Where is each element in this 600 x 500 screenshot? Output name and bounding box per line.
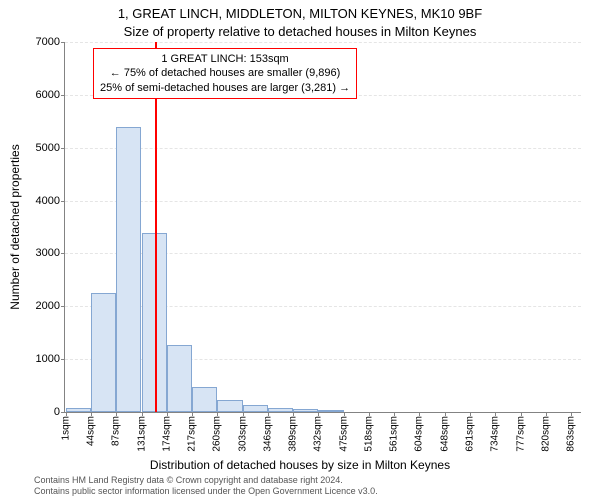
title-sub: Size of property relative to detached ho… (0, 24, 600, 39)
x-tick: 87sqm (110, 412, 122, 460)
x-tick-label: 217sqm (187, 416, 198, 452)
x-tick-label: 1sqm (60, 416, 71, 440)
x-tick: 1sqm (60, 412, 72, 460)
x-tick-label: 131sqm (136, 416, 147, 452)
x-tick-label: 691sqm (465, 416, 476, 452)
y-tick-label: 1000 (10, 353, 60, 365)
x-tick-label: 432sqm (313, 416, 324, 452)
x-tick: 518sqm (363, 412, 375, 460)
x-tick: 820sqm (540, 412, 552, 460)
x-tick: 174sqm (161, 412, 173, 460)
x-tick: 432sqm (312, 412, 324, 460)
histogram-bar (243, 405, 268, 412)
y-tick-mark (61, 306, 65, 307)
x-tick-label: 561sqm (388, 416, 399, 452)
x-tick: 44sqm (85, 412, 97, 460)
y-tick-mark (61, 201, 65, 202)
x-tick: 777sqm (515, 412, 527, 460)
y-tick-label: 5000 (10, 142, 60, 154)
gridline-horizontal (65, 148, 581, 149)
x-tick-label: 260sqm (212, 416, 223, 452)
x-tick: 475sqm (338, 412, 350, 460)
x-tick: 604sqm (413, 412, 425, 460)
y-tick-mark (61, 359, 65, 360)
x-tick: 691sqm (464, 412, 476, 460)
annotation-line-2: ← 75% of detached houses are smaller (9,… (110, 67, 341, 79)
x-tick-label: 346sqm (262, 416, 273, 452)
x-tick-label: 44sqm (85, 416, 96, 446)
x-tick: 303sqm (237, 412, 249, 460)
y-tick-mark (61, 42, 65, 43)
x-tick: 346sqm (262, 412, 274, 460)
x-tick: 217sqm (186, 412, 198, 460)
footer-line-1: Contains HM Land Registry data © Crown c… (34, 475, 343, 485)
x-tick-label: 863sqm (566, 416, 577, 452)
x-tick-label: 604sqm (414, 416, 425, 452)
histogram-bar (116, 127, 141, 412)
y-tick-label: 0 (10, 406, 60, 418)
y-tick-mark (61, 148, 65, 149)
histogram-bar (217, 400, 242, 412)
gridline-horizontal (65, 42, 581, 43)
x-axis-label: Distribution of detached houses by size … (0, 458, 600, 472)
y-tick-label: 2000 (10, 300, 60, 312)
y-tick-label: 6000 (10, 89, 60, 101)
annotation-line-1: 1 GREAT LINCH: 153sqm (161, 53, 288, 65)
x-tick-label: 734sqm (490, 416, 501, 452)
footer-line-2: Contains public sector information licen… (34, 486, 378, 496)
x-tick: 734sqm (489, 412, 501, 460)
histogram-bar (167, 345, 192, 412)
gridline-horizontal (65, 201, 581, 202)
x-tick-label: 303sqm (237, 416, 248, 452)
x-tick-label: 174sqm (162, 416, 173, 452)
x-tick-label: 777sqm (515, 416, 526, 452)
title-main: 1, GREAT LINCH, MIDDLETON, MILTON KEYNES… (0, 6, 600, 21)
y-tick-mark (61, 253, 65, 254)
histogram-bar (91, 293, 116, 412)
annotation-box: 1 GREAT LINCH: 153sqm ← 75% of detached … (93, 48, 357, 99)
x-tick-label: 389sqm (288, 416, 299, 452)
y-tick-label: 4000 (10, 195, 60, 207)
annotation-line-3: 25% of semi-detached houses are larger (… (100, 82, 350, 94)
x-tick-label: 820sqm (540, 416, 551, 452)
x-tick: 389sqm (287, 412, 299, 460)
x-tick-label: 475sqm (338, 416, 349, 452)
y-tick-label: 7000 (10, 36, 60, 48)
chart-container: 1, GREAT LINCH, MIDDLETON, MILTON KEYNES… (0, 0, 600, 500)
x-tick-label: 518sqm (363, 416, 374, 452)
x-tick: 260sqm (211, 412, 223, 460)
x-tick: 648sqm (439, 412, 451, 460)
plot-area: 1 GREAT LINCH: 153sqm ← 75% of detached … (64, 42, 581, 413)
x-tick-label: 87sqm (111, 416, 122, 446)
histogram-bar (192, 387, 217, 412)
y-tick-mark (61, 95, 65, 96)
x-tick: 561sqm (388, 412, 400, 460)
x-tick-label: 648sqm (439, 416, 450, 452)
footer-text: Contains HM Land Registry data © Crown c… (34, 475, 378, 498)
x-tick: 863sqm (565, 412, 577, 460)
x-tick: 131sqm (136, 412, 148, 460)
y-tick-label: 3000 (10, 247, 60, 259)
